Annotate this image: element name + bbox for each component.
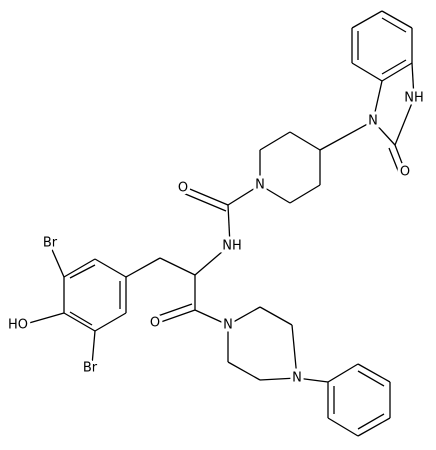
atom-label: O — [400, 165, 410, 180]
atom-label: Br — [83, 361, 98, 376]
atom-label: O — [150, 316, 160, 331]
atom-label: NH — [404, 91, 424, 106]
atom-label: N — [255, 178, 265, 193]
atom-label: N — [223, 318, 233, 333]
atom-label: HO — [8, 318, 28, 333]
atom-label: N — [368, 114, 378, 129]
atom-label: O — [178, 181, 188, 196]
bonds — [21, 10, 415, 437]
atom-label: Br — [43, 236, 58, 251]
atom-label: NH — [222, 239, 242, 254]
atom-label: N — [292, 371, 302, 386]
